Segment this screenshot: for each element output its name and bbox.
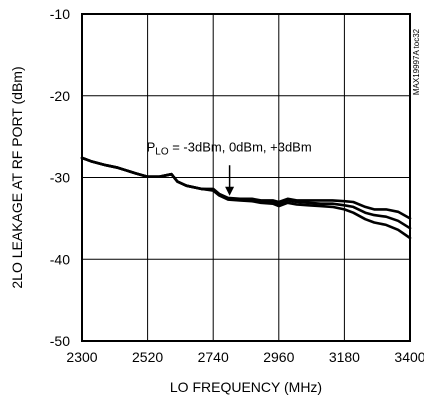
- y-tick-label: -40: [50, 251, 70, 267]
- grid-lines: [82, 14, 410, 341]
- annotation-prefix: P: [147, 139, 156, 154]
- x-tick-label: 2300: [66, 349, 97, 365]
- x-axis-label: LO FREQUENCY (MHz): [170, 379, 322, 395]
- annotation-suffix: = -3dBm, 0dBm, +3dBm: [169, 139, 312, 154]
- y-tick-label: -10: [50, 6, 70, 22]
- annotation-text: PLO = -3dBm, 0dBm, +3dBm: [147, 139, 312, 157]
- x-tick-label: 2520: [132, 349, 163, 365]
- x-tick-label: 2960: [263, 349, 294, 365]
- y-tick-label: -30: [50, 170, 70, 186]
- y-axis-label: 2LO LEAKAGE AT RF PORT (dBm): [9, 66, 25, 288]
- y-tick-label: -50: [50, 333, 70, 349]
- x-tick-labels: 2300 2520 2740 2960 3180 3400: [66, 349, 424, 365]
- y-tick-label: -20: [50, 88, 70, 104]
- x-tick-label: 3400: [394, 349, 424, 365]
- series-line-3: [80, 156, 412, 240]
- annotation-arrowhead: [225, 186, 235, 196]
- plot-frame: [81, 13, 411, 342]
- x-tick-label: 2740: [198, 349, 229, 365]
- figure-id-label: MAX19997A toc32: [412, 28, 421, 95]
- annotation-subscript: LO: [155, 146, 169, 157]
- series-lines: [80, 156, 412, 240]
- x-tick-label: 3180: [329, 349, 360, 365]
- y-tick-labels: -10 -20 -30 -40 -50: [50, 6, 70, 349]
